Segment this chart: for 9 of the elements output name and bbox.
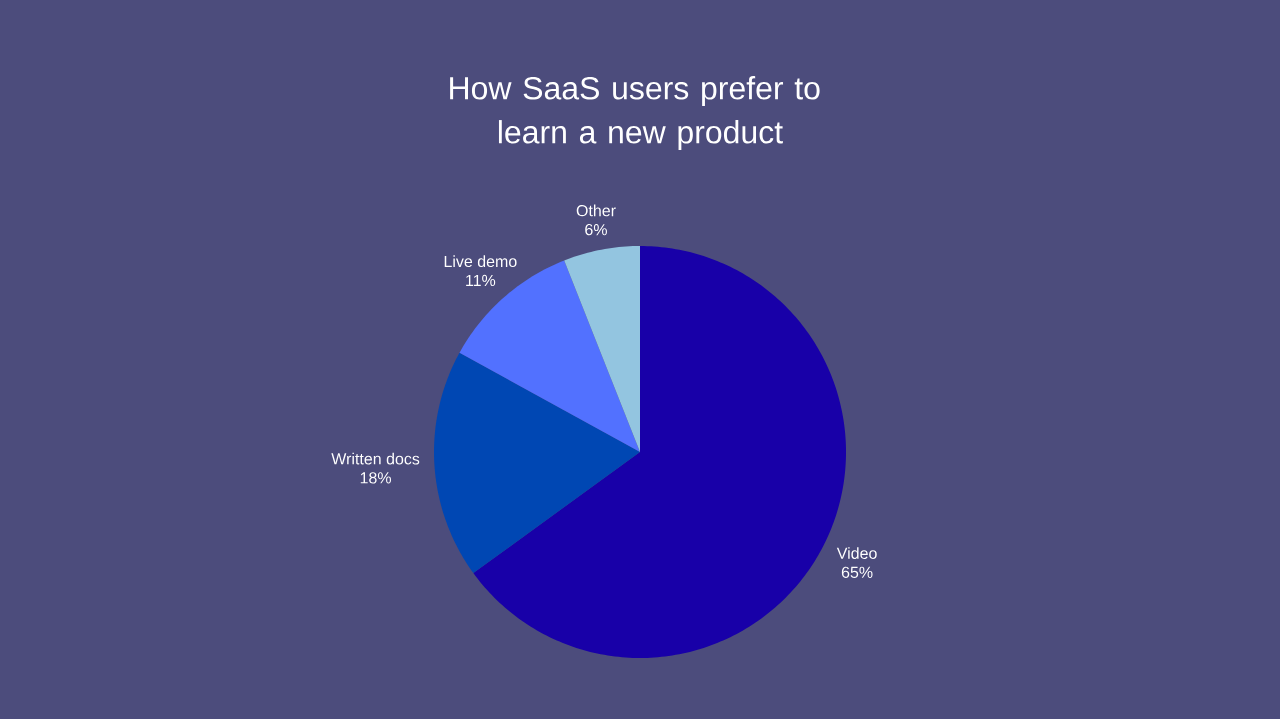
slice-label: Written docs [331,452,420,465]
slice-label: Live demo [444,255,517,268]
data-label: 18% [360,472,391,484]
data-label: 6% [585,223,607,236]
data-label: 65% [841,566,873,578]
chart-title: How SaaS users prefer to learn a new product [450,76,820,150]
data-label: 11% [466,274,496,286]
slice-label: Other [576,204,616,217]
slice-label: Video [836,547,877,559]
